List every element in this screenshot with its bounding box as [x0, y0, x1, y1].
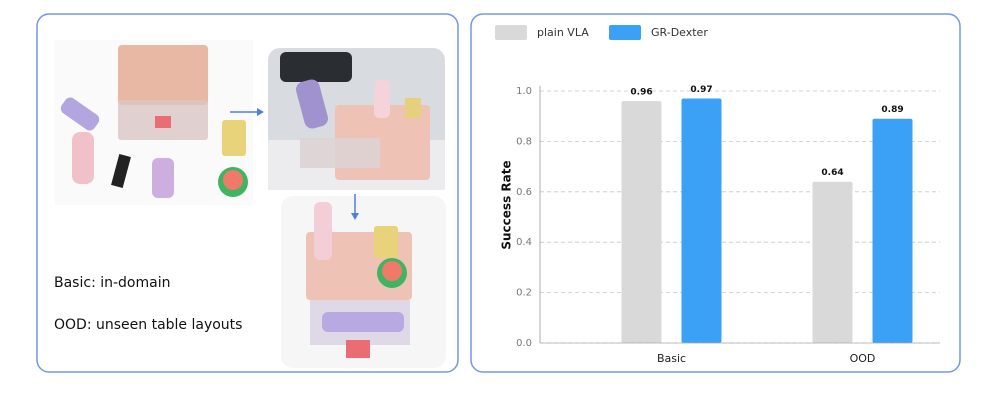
y-tick-label: 0.8	[516, 136, 532, 147]
bar	[812, 181, 853, 343]
bar	[872, 118, 913, 343]
legend-swatch	[609, 25, 641, 40]
x-tick-label: OOD	[850, 352, 876, 365]
note: OOD: unseen table layouts	[54, 317, 242, 333]
y-tick-label: 0.2	[516, 288, 532, 299]
bar	[681, 98, 722, 343]
y-tick-label: 1.0	[516, 86, 532, 97]
note: Basic: in-domain	[54, 275, 170, 291]
photo-result	[281, 196, 446, 368]
y-tick-label: 0.6	[516, 187, 532, 198]
data-label: 0.96	[630, 88, 652, 98]
chart: 0.0 0.2 0.4 0.6 0.8 1.0 plain VLA GR-Dexter Basi…	[495, 25, 940, 365]
flow-arrow	[230, 108, 359, 220]
legend-label: GR-Dexter	[651, 26, 708, 39]
legend-swatch	[495, 25, 527, 40]
y-tick-label: 0.0	[516, 338, 532, 349]
bar	[621, 101, 662, 343]
data-label: 0.89	[881, 105, 903, 115]
data-label: 0.97	[690, 85, 712, 95]
photo-initial	[55, 40, 253, 205]
photo-robot	[268, 48, 445, 190]
legend-label: plain VLA	[537, 26, 589, 39]
y-tick-label: 0.4	[516, 237, 532, 248]
data-label: 0.64	[821, 168, 843, 178]
y-axis-label: Success Rate	[500, 160, 514, 249]
x-tick-label: Basic	[657, 352, 686, 365]
